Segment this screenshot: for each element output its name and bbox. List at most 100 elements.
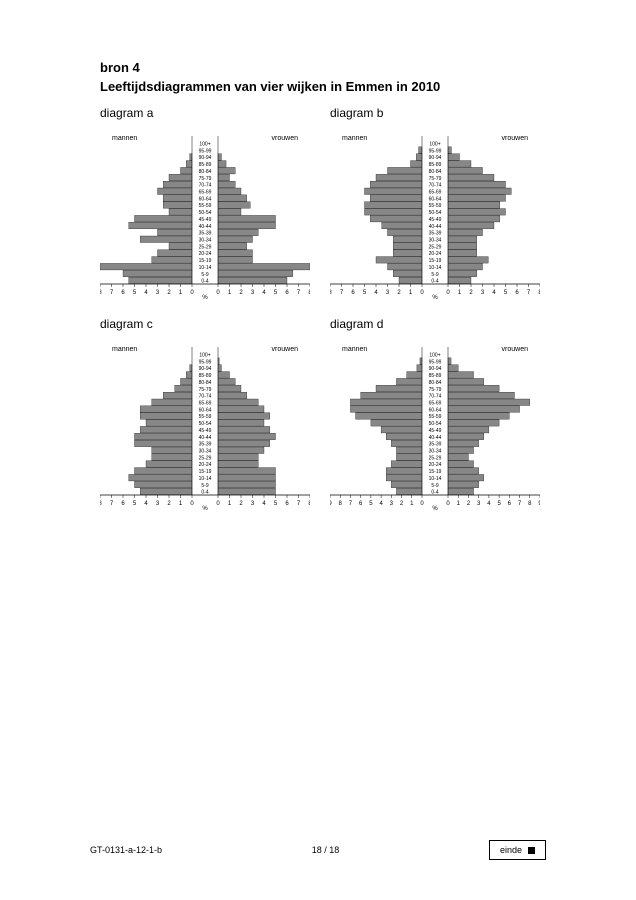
svg-text:10-14: 10-14 <box>429 476 442 482</box>
svg-text:100+: 100+ <box>199 352 210 358</box>
svg-text:vrouwen: vrouwen <box>502 135 529 142</box>
svg-text:3: 3 <box>251 501 255 507</box>
panel-b: diagram b100+95-9990-9485-8980-8475-7970… <box>330 106 540 307</box>
svg-text:3: 3 <box>156 290 160 296</box>
svg-text:65-69: 65-69 <box>199 400 212 406</box>
svg-text:5: 5 <box>504 290 508 296</box>
svg-text:45-49: 45-49 <box>199 428 212 434</box>
svg-text:20-24: 20-24 <box>199 251 212 257</box>
svg-text:2: 2 <box>469 290 473 296</box>
svg-text:4: 4 <box>144 290 148 296</box>
svg-text:5: 5 <box>274 290 278 296</box>
svg-text:90-94: 90-94 <box>429 155 442 161</box>
svg-text:7: 7 <box>297 290 301 296</box>
svg-text:6: 6 <box>285 501 289 507</box>
svg-text:95-99: 95-99 <box>199 359 212 365</box>
svg-text:6: 6 <box>359 501 363 507</box>
svg-text:mannen: mannen <box>342 346 367 353</box>
svg-text:35-39: 35-39 <box>429 442 442 448</box>
svg-text:7: 7 <box>110 501 114 507</box>
svg-text:40-44: 40-44 <box>429 224 442 230</box>
svg-text:80-84: 80-84 <box>199 380 212 386</box>
svg-text:80-84: 80-84 <box>199 169 212 175</box>
svg-text:0: 0 <box>190 501 194 507</box>
svg-text:100+: 100+ <box>429 141 440 147</box>
svg-text:3: 3 <box>156 501 160 507</box>
svg-text:5: 5 <box>133 501 137 507</box>
svg-text:30-34: 30-34 <box>429 237 442 243</box>
svg-text:2: 2 <box>467 501 471 507</box>
svg-text:45-49: 45-49 <box>429 217 442 223</box>
svg-text:50-54: 50-54 <box>429 210 442 216</box>
svg-text:%: % <box>202 295 208 301</box>
svg-text:5: 5 <box>133 290 137 296</box>
svg-text:60-64: 60-64 <box>199 407 212 413</box>
svg-text:70-74: 70-74 <box>199 183 212 189</box>
svg-text:3: 3 <box>386 290 390 296</box>
svg-text:7: 7 <box>340 290 344 296</box>
svg-text:7: 7 <box>110 290 114 296</box>
svg-text:20-24: 20-24 <box>429 462 442 468</box>
svg-text:15-19: 15-19 <box>199 469 212 475</box>
svg-text:2: 2 <box>167 290 171 296</box>
svg-text:0: 0 <box>216 290 220 296</box>
svg-text:4: 4 <box>262 501 266 507</box>
svg-text:0: 0 <box>420 501 424 507</box>
svg-text:35-39: 35-39 <box>199 231 212 237</box>
svg-text:3: 3 <box>251 290 255 296</box>
panel-label-b: diagram b <box>330 106 540 120</box>
svg-text:40-44: 40-44 <box>199 435 212 441</box>
svg-text:%: % <box>202 506 208 512</box>
svg-text:30-34: 30-34 <box>199 448 212 454</box>
svg-text:1: 1 <box>410 501 414 507</box>
svg-text:2: 2 <box>239 290 243 296</box>
svg-text:60-64: 60-64 <box>199 196 212 202</box>
svg-text:8: 8 <box>339 501 343 507</box>
end-square-icon <box>528 847 535 854</box>
svg-text:2: 2 <box>167 501 171 507</box>
svg-text:65-69: 65-69 <box>429 400 442 406</box>
chart-grid: diagram a100+95-9990-9485-8980-8475-7970… <box>100 106 556 518</box>
svg-text:80-84: 80-84 <box>429 169 442 175</box>
svg-text:6: 6 <box>515 290 519 296</box>
svg-text:4: 4 <box>374 290 378 296</box>
svg-text:70-74: 70-74 <box>199 394 212 400</box>
svg-text:55-59: 55-59 <box>429 414 442 420</box>
svg-text:mannen: mannen <box>112 135 137 142</box>
svg-text:7: 7 <box>518 501 522 507</box>
svg-text:5: 5 <box>363 290 367 296</box>
svg-text:25-29: 25-29 <box>199 244 212 250</box>
svg-text:5: 5 <box>369 501 373 507</box>
svg-text:60-64: 60-64 <box>429 196 442 202</box>
svg-text:4: 4 <box>487 501 491 507</box>
svg-text:5-9: 5-9 <box>431 483 438 489</box>
svg-text:6: 6 <box>285 290 289 296</box>
svg-text:1: 1 <box>179 290 183 296</box>
panel-label-c: diagram c <box>100 317 310 331</box>
svg-text:70-74: 70-74 <box>429 183 442 189</box>
svg-text:4: 4 <box>262 290 266 296</box>
svg-text:25-29: 25-29 <box>429 244 442 250</box>
svg-text:25-29: 25-29 <box>199 455 212 461</box>
svg-text:85-89: 85-89 <box>429 373 442 379</box>
svg-text:65-69: 65-69 <box>429 189 442 195</box>
svg-text:9: 9 <box>538 501 540 507</box>
svg-text:6: 6 <box>121 290 125 296</box>
svg-text:0: 0 <box>190 290 194 296</box>
panel-a: diagram a100+95-9990-9485-8980-8475-7970… <box>100 106 310 307</box>
svg-text:85-89: 85-89 <box>199 373 212 379</box>
svg-text:6: 6 <box>508 501 512 507</box>
svg-text:5: 5 <box>274 501 278 507</box>
svg-text:75-79: 75-79 <box>429 176 442 182</box>
svg-text:50-54: 50-54 <box>429 421 442 427</box>
pyramid-chart-d: 100+95-9990-9485-8980-8475-7970-7465-696… <box>330 333 540 513</box>
svg-text:55-59: 55-59 <box>199 203 212 209</box>
svg-text:4: 4 <box>144 501 148 507</box>
svg-text:7: 7 <box>527 290 531 296</box>
svg-text:7: 7 <box>297 501 301 507</box>
svg-text:8: 8 <box>308 290 310 296</box>
svg-text:90-94: 90-94 <box>199 155 212 161</box>
svg-text:70-74: 70-74 <box>429 394 442 400</box>
svg-text:10-14: 10-14 <box>199 476 212 482</box>
svg-text:0: 0 <box>446 501 450 507</box>
